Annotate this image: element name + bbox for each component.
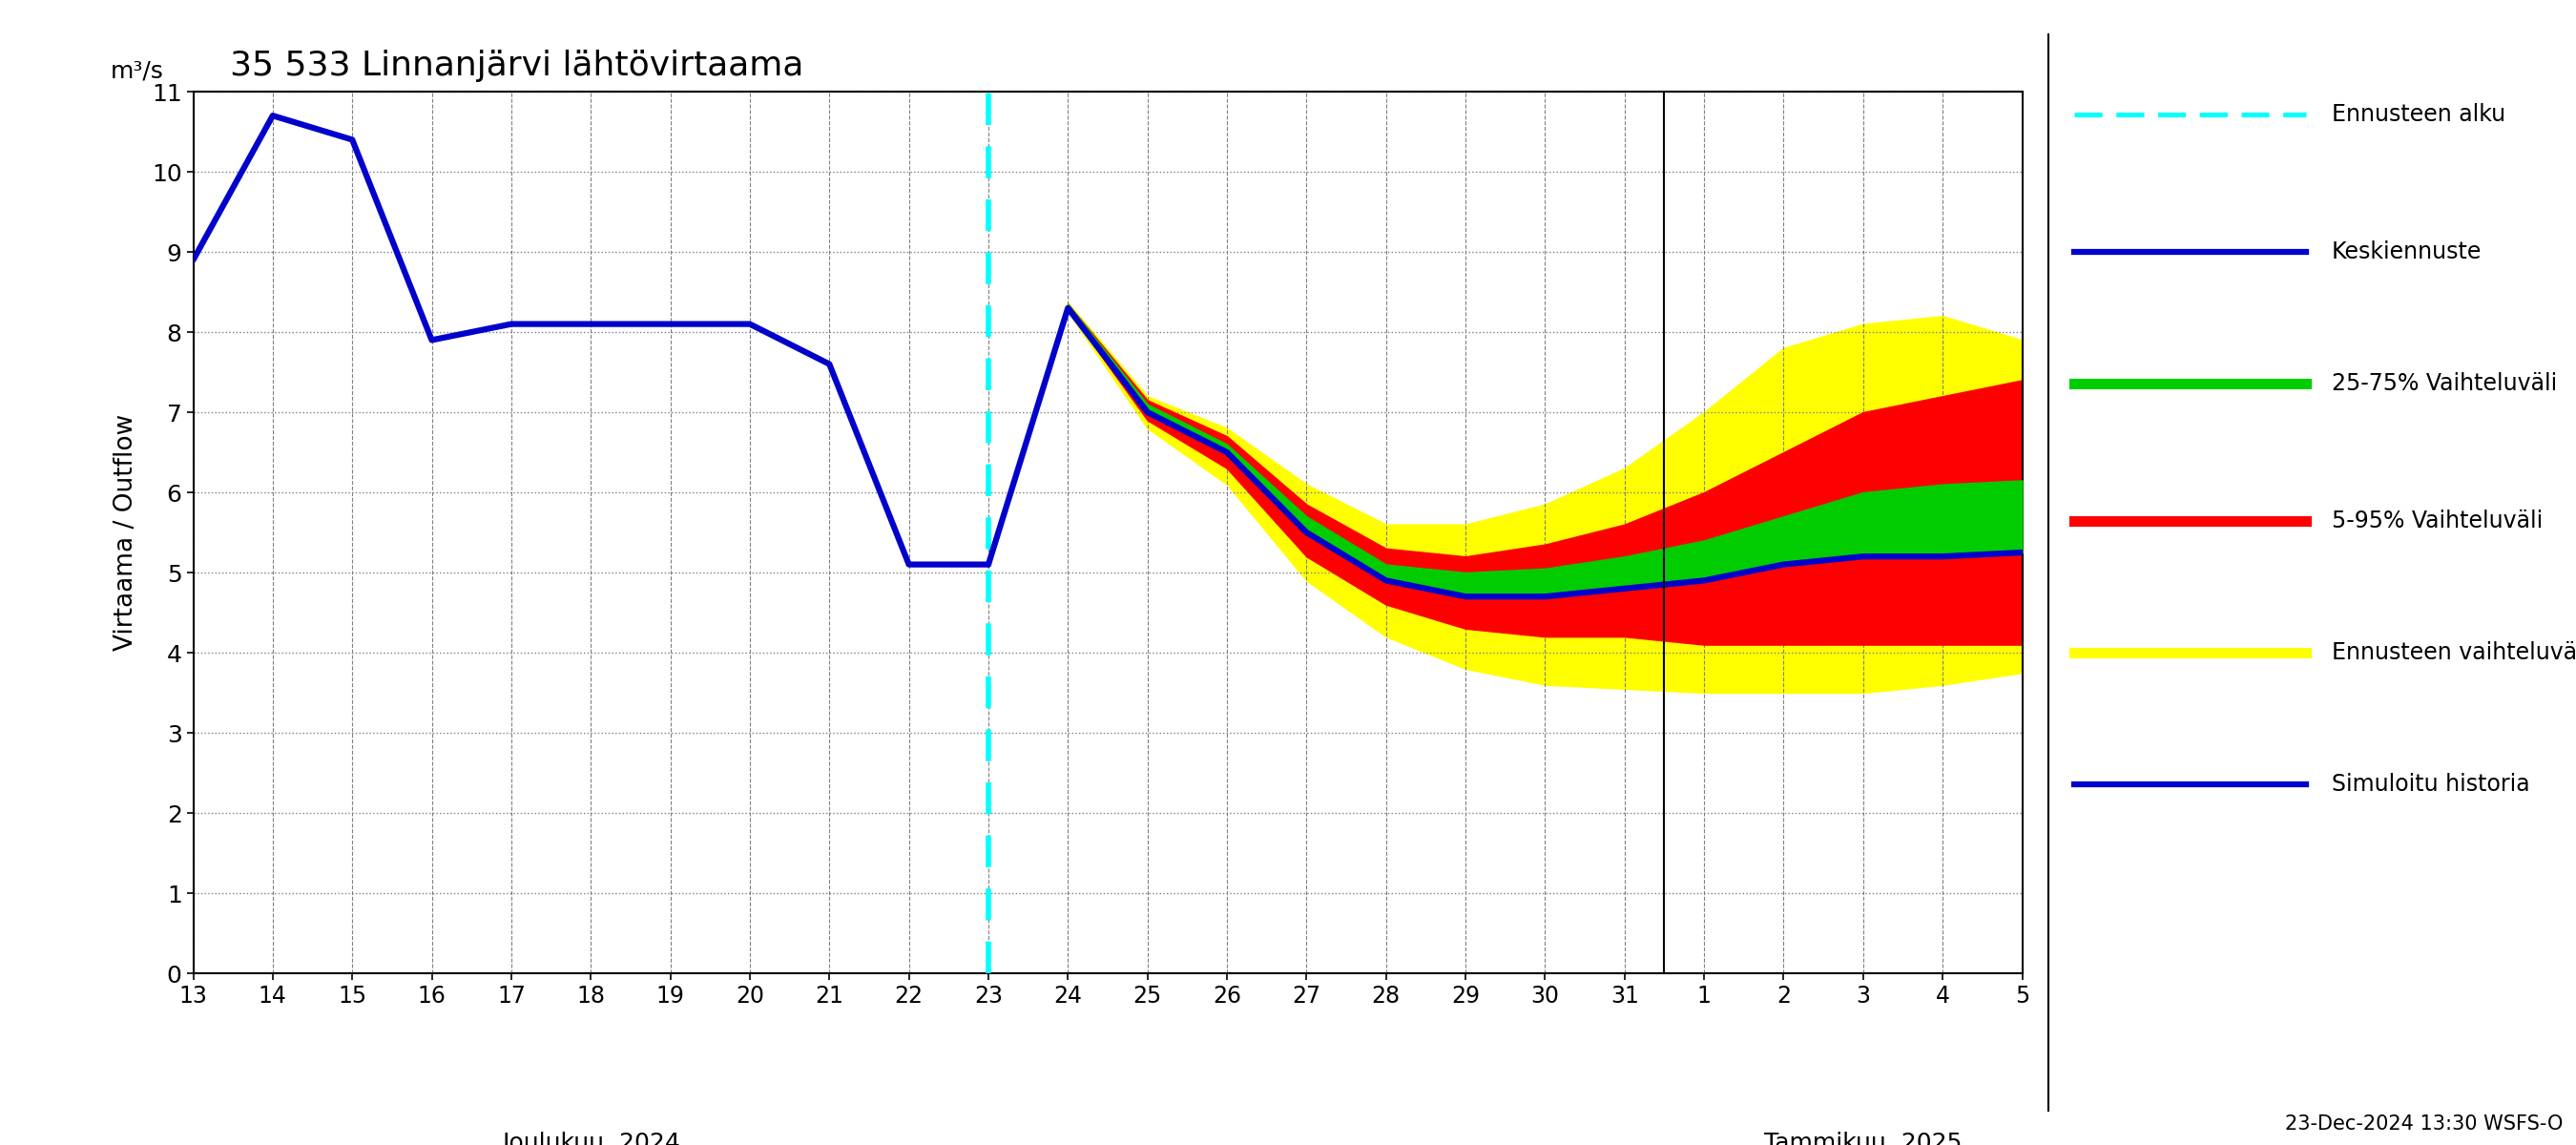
Text: Ennusteen alku: Ennusteen alku (2331, 103, 2504, 126)
Text: 23-Dec-2024 13:30 WSFS-O: 23-Dec-2024 13:30 WSFS-O (2285, 1114, 2563, 1134)
Text: 35 533 Linnanjärvi lähtövirtaama: 35 533 Linnanjärvi lähtövirtaama (229, 50, 804, 82)
Text: 5-95% Vaihteluväli: 5-95% Vaihteluväli (2331, 510, 2543, 532)
Text: Ennusteen vaihteluväli: Ennusteen vaihteluväli (2331, 641, 2576, 664)
Text: 25-75% Vaihteluväli: 25-75% Vaihteluväli (2331, 372, 2555, 395)
Text: Simuloitu historia: Simuloitu historia (2331, 773, 2530, 796)
Text: Keskiennuste: Keskiennuste (2331, 240, 2481, 263)
Text: m³/s: m³/s (111, 60, 165, 82)
Text: Joulukuu  2024
December: Joulukuu 2024 December (502, 1132, 680, 1145)
Y-axis label: Virtaama / Outflow: Virtaama / Outflow (113, 414, 139, 650)
Text: Tammikuu  2025
January: Tammikuu 2025 January (1765, 1132, 1963, 1145)
